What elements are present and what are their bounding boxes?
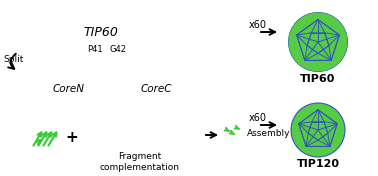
Text: Fragment
complementation: Fragment complementation [100, 152, 180, 172]
Text: P41: P41 [87, 46, 103, 55]
Text: TIP60: TIP60 [300, 74, 336, 84]
Text: x60: x60 [249, 20, 267, 30]
Circle shape [288, 12, 348, 72]
FancyBboxPatch shape [38, 78, 100, 100]
Polygon shape [308, 122, 328, 140]
Text: +: + [66, 130, 78, 146]
Text: TIP120: TIP120 [296, 159, 339, 169]
Polygon shape [297, 20, 339, 60]
Text: x60: x60 [249, 113, 267, 123]
Text: G42: G42 [109, 46, 126, 55]
Ellipse shape [209, 45, 227, 59]
Text: Split: Split [3, 55, 23, 64]
Circle shape [291, 103, 345, 157]
FancyBboxPatch shape [38, 18, 195, 46]
Polygon shape [307, 33, 329, 53]
FancyBboxPatch shape [175, 78, 200, 100]
FancyBboxPatch shape [146, 78, 175, 100]
Text: Assembly: Assembly [247, 128, 291, 137]
FancyBboxPatch shape [113, 78, 146, 100]
Text: CoreN: CoreN [53, 84, 85, 94]
Text: CoreC: CoreC [141, 84, 172, 94]
Text: TIP60: TIP60 [84, 26, 118, 39]
FancyBboxPatch shape [144, 18, 195, 46]
Polygon shape [299, 110, 337, 146]
